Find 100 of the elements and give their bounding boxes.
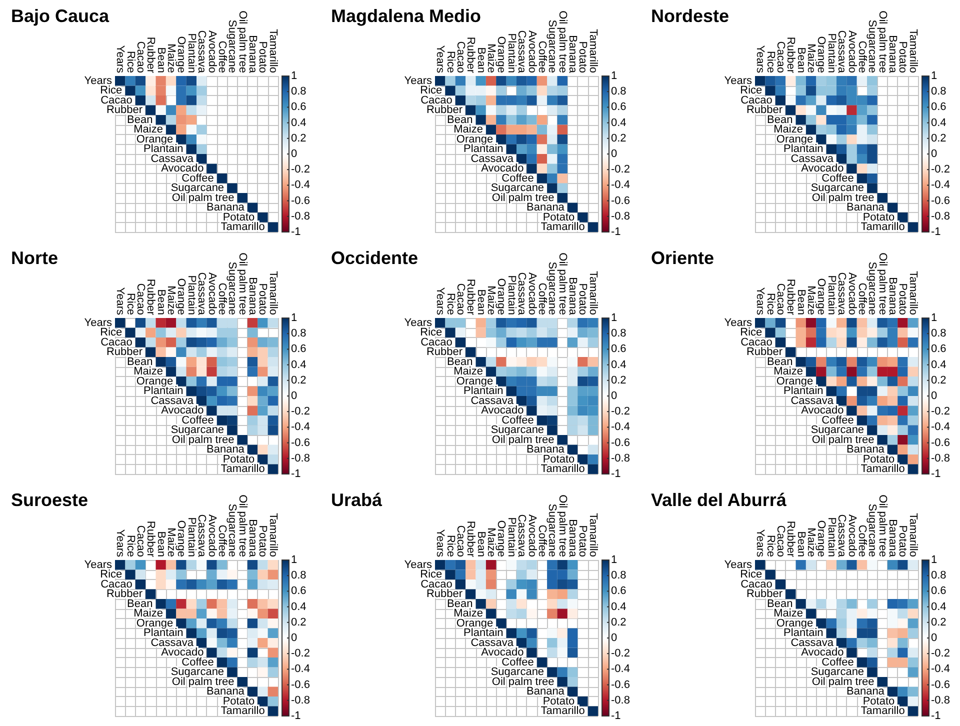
color-bar-label: 0.4 bbox=[291, 116, 306, 129]
y-tick-label: Orange bbox=[456, 133, 494, 146]
y-tick-label: Tamarillo bbox=[860, 221, 905, 234]
color-bar-label: -0.4 bbox=[611, 663, 630, 676]
y-tick-label: Maize bbox=[134, 608, 163, 620]
color-bar-label: 1 bbox=[291, 554, 298, 566]
color-bar-label: -0.2 bbox=[931, 648, 950, 660]
y-tick-label: Bean bbox=[447, 114, 473, 126]
color-bar-label: -0.8 bbox=[931, 694, 950, 706]
y-tick-label: Maize bbox=[134, 366, 163, 378]
color-bar-label: -0.8 bbox=[931, 210, 950, 222]
y-tick-label: Tamarillo bbox=[220, 221, 265, 234]
color-bar-label: -1 bbox=[931, 226, 941, 238]
color-bar-label: -0.4 bbox=[931, 663, 950, 676]
color-bar-label: -1 bbox=[291, 468, 301, 480]
y-tick-label: Rubber bbox=[426, 346, 463, 358]
y-tick-label: Rubber bbox=[106, 346, 143, 358]
color-bar-label: 0.2 bbox=[611, 616, 626, 628]
color-bar-label: 0 bbox=[931, 390, 938, 402]
chart-title: Suroeste bbox=[11, 490, 88, 510]
color-bar-label: -0.8 bbox=[611, 452, 630, 464]
color-bar-label: 1 bbox=[291, 70, 298, 82]
y-tick-label: Tamarillo bbox=[540, 221, 585, 234]
y-tick-label: Orange bbox=[456, 375, 494, 388]
y-tick-label: Banana bbox=[846, 686, 886, 698]
y-tick-label: Maize bbox=[454, 608, 483, 620]
y-tick-label: Rice bbox=[740, 84, 762, 97]
y-tick-label: Orange bbox=[776, 617, 814, 630]
y-tick-label: Rice bbox=[100, 568, 122, 581]
y-tick-label: Coffee bbox=[502, 172, 534, 184]
color-bar-label: -0.6 bbox=[931, 194, 950, 207]
chart-title: Urabá bbox=[331, 490, 384, 510]
y-tick-label: Rice bbox=[420, 326, 442, 339]
color-bar-label: -0.4 bbox=[291, 663, 310, 676]
y-tick-label: Maize bbox=[134, 124, 163, 136]
y-tick-label: Bean bbox=[767, 114, 793, 126]
color-bar-label: 0.2 bbox=[291, 374, 306, 386]
y-tick-label: Avocado bbox=[481, 162, 524, 175]
y-tick-label: Maize bbox=[774, 608, 803, 620]
color-bar-label: 0 bbox=[931, 632, 938, 644]
y-tick-label: Sugarcane bbox=[810, 182, 864, 194]
color-bar-label: 0.2 bbox=[611, 374, 626, 386]
y-tick-label: Avocado bbox=[161, 646, 204, 659]
color-bar-label: -0.2 bbox=[931, 164, 950, 176]
y-tick-label: Tamarillo bbox=[540, 463, 585, 476]
y-tick-label: Cassava bbox=[470, 394, 514, 407]
color-bar-label: -0.8 bbox=[291, 452, 310, 464]
y-tick-label: Cassava bbox=[790, 394, 834, 407]
y-tick-label: Bean bbox=[767, 356, 793, 368]
color-bar-label: -1 bbox=[611, 226, 621, 238]
color-bar-label: 0 bbox=[611, 632, 618, 644]
color-bar-label: 1 bbox=[611, 70, 618, 82]
color-bar-label: 0.8 bbox=[611, 86, 626, 98]
y-tick-label: Tamarillo bbox=[860, 463, 905, 476]
color-bar-label: -0.6 bbox=[611, 436, 630, 449]
y-tick-label: Rice bbox=[740, 568, 762, 581]
y-tick-label: Bean bbox=[767, 598, 793, 610]
color-bar-label: 0 bbox=[611, 148, 618, 160]
color-bar-label: 1 bbox=[931, 554, 938, 566]
color-bar-label: 0 bbox=[611, 390, 618, 402]
y-tick-label: Coffee bbox=[822, 172, 854, 184]
color-bar-label: 0.6 bbox=[931, 343, 946, 356]
color-bar-label: -0.4 bbox=[611, 421, 630, 434]
y-tick-label: Orange bbox=[136, 617, 174, 630]
color-bar-label: -0.2 bbox=[611, 164, 630, 176]
y-tick-label: Bean bbox=[127, 356, 153, 368]
y-tick-label: Rubber bbox=[426, 104, 463, 116]
y-tick-label: Bean bbox=[127, 598, 153, 610]
color-bar-label: -1 bbox=[291, 226, 301, 238]
y-tick-label: Years bbox=[84, 74, 112, 87]
y-tick-label: Coffee bbox=[182, 414, 214, 426]
y-tick-label: Years bbox=[84, 316, 112, 329]
y-tick-label: Cacao bbox=[740, 578, 772, 590]
color-bar-label: -0.2 bbox=[291, 406, 310, 418]
y-tick-label: Banana bbox=[206, 686, 246, 698]
y-tick-label: Rubber bbox=[746, 346, 783, 358]
color-bar-label: -0.8 bbox=[611, 210, 630, 222]
color-bar-label: 0.6 bbox=[291, 101, 306, 114]
color-bar-label: 0.6 bbox=[611, 585, 626, 598]
color-bar-label: 0.8 bbox=[931, 328, 946, 340]
color-bar-label: -0.4 bbox=[291, 421, 310, 434]
color-bar-label: -0.8 bbox=[931, 452, 950, 464]
y-tick-label: Banana bbox=[206, 202, 246, 214]
y-tick-label: Avocado bbox=[161, 404, 204, 417]
color-bar-label: 0.6 bbox=[291, 343, 306, 356]
color-bar-label: 0.6 bbox=[611, 343, 626, 356]
color-bar-label: 0.4 bbox=[931, 600, 946, 613]
color-bar-label: 0.8 bbox=[291, 328, 306, 340]
y-tick-label: Banana bbox=[846, 202, 886, 214]
y-tick-label: Rubber bbox=[746, 588, 783, 600]
chart-title: Occidente bbox=[331, 248, 418, 268]
color-bar-label: -0.4 bbox=[931, 421, 950, 434]
y-tick-label: Years bbox=[404, 558, 432, 571]
y-tick-label: Cassava bbox=[150, 394, 194, 407]
y-tick-label: Potato bbox=[862, 695, 895, 708]
y-tick-label: Potato bbox=[542, 695, 575, 708]
y-tick-label: Sugarcane bbox=[490, 182, 544, 194]
y-tick-label: Years bbox=[404, 316, 432, 329]
y-tick-label: Orange bbox=[776, 375, 814, 388]
y-tick-label: Years bbox=[724, 558, 752, 571]
